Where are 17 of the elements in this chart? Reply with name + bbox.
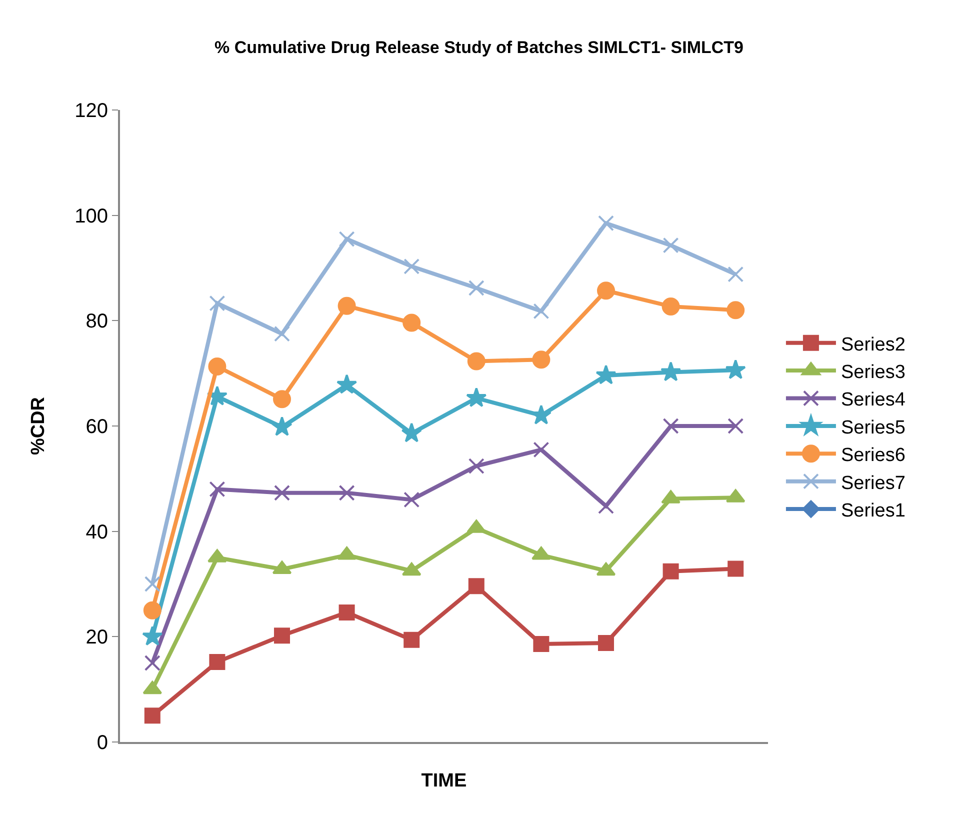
y-tick-label: 0 (96, 732, 108, 754)
legend-label: Series5 (840, 417, 906, 438)
chart-title: % Cumulative Drug Release Study of Batches SIMLCT1- SIMLCT9 (214, 38, 744, 57)
y-tick-label: 20 (86, 626, 108, 649)
y-tick-label: 80 (86, 310, 108, 333)
y-tick-label: 120 (74, 100, 108, 122)
legend-label: Series7 (840, 472, 906, 494)
legend-label: Series3 (840, 362, 906, 383)
legend-label: Series1 (840, 500, 906, 522)
y-tick-label: 40 (86, 521, 108, 544)
y-tick-label: 60 (86, 416, 108, 438)
y-axis-title: %CDR (28, 396, 49, 456)
y-tick-label: 100 (74, 205, 108, 228)
legend-label: Series6 (840, 445, 906, 466)
x-axis-title: TIME (421, 770, 467, 792)
legend-label: Series2 (840, 334, 906, 356)
legend-label: Series4 (840, 390, 906, 411)
